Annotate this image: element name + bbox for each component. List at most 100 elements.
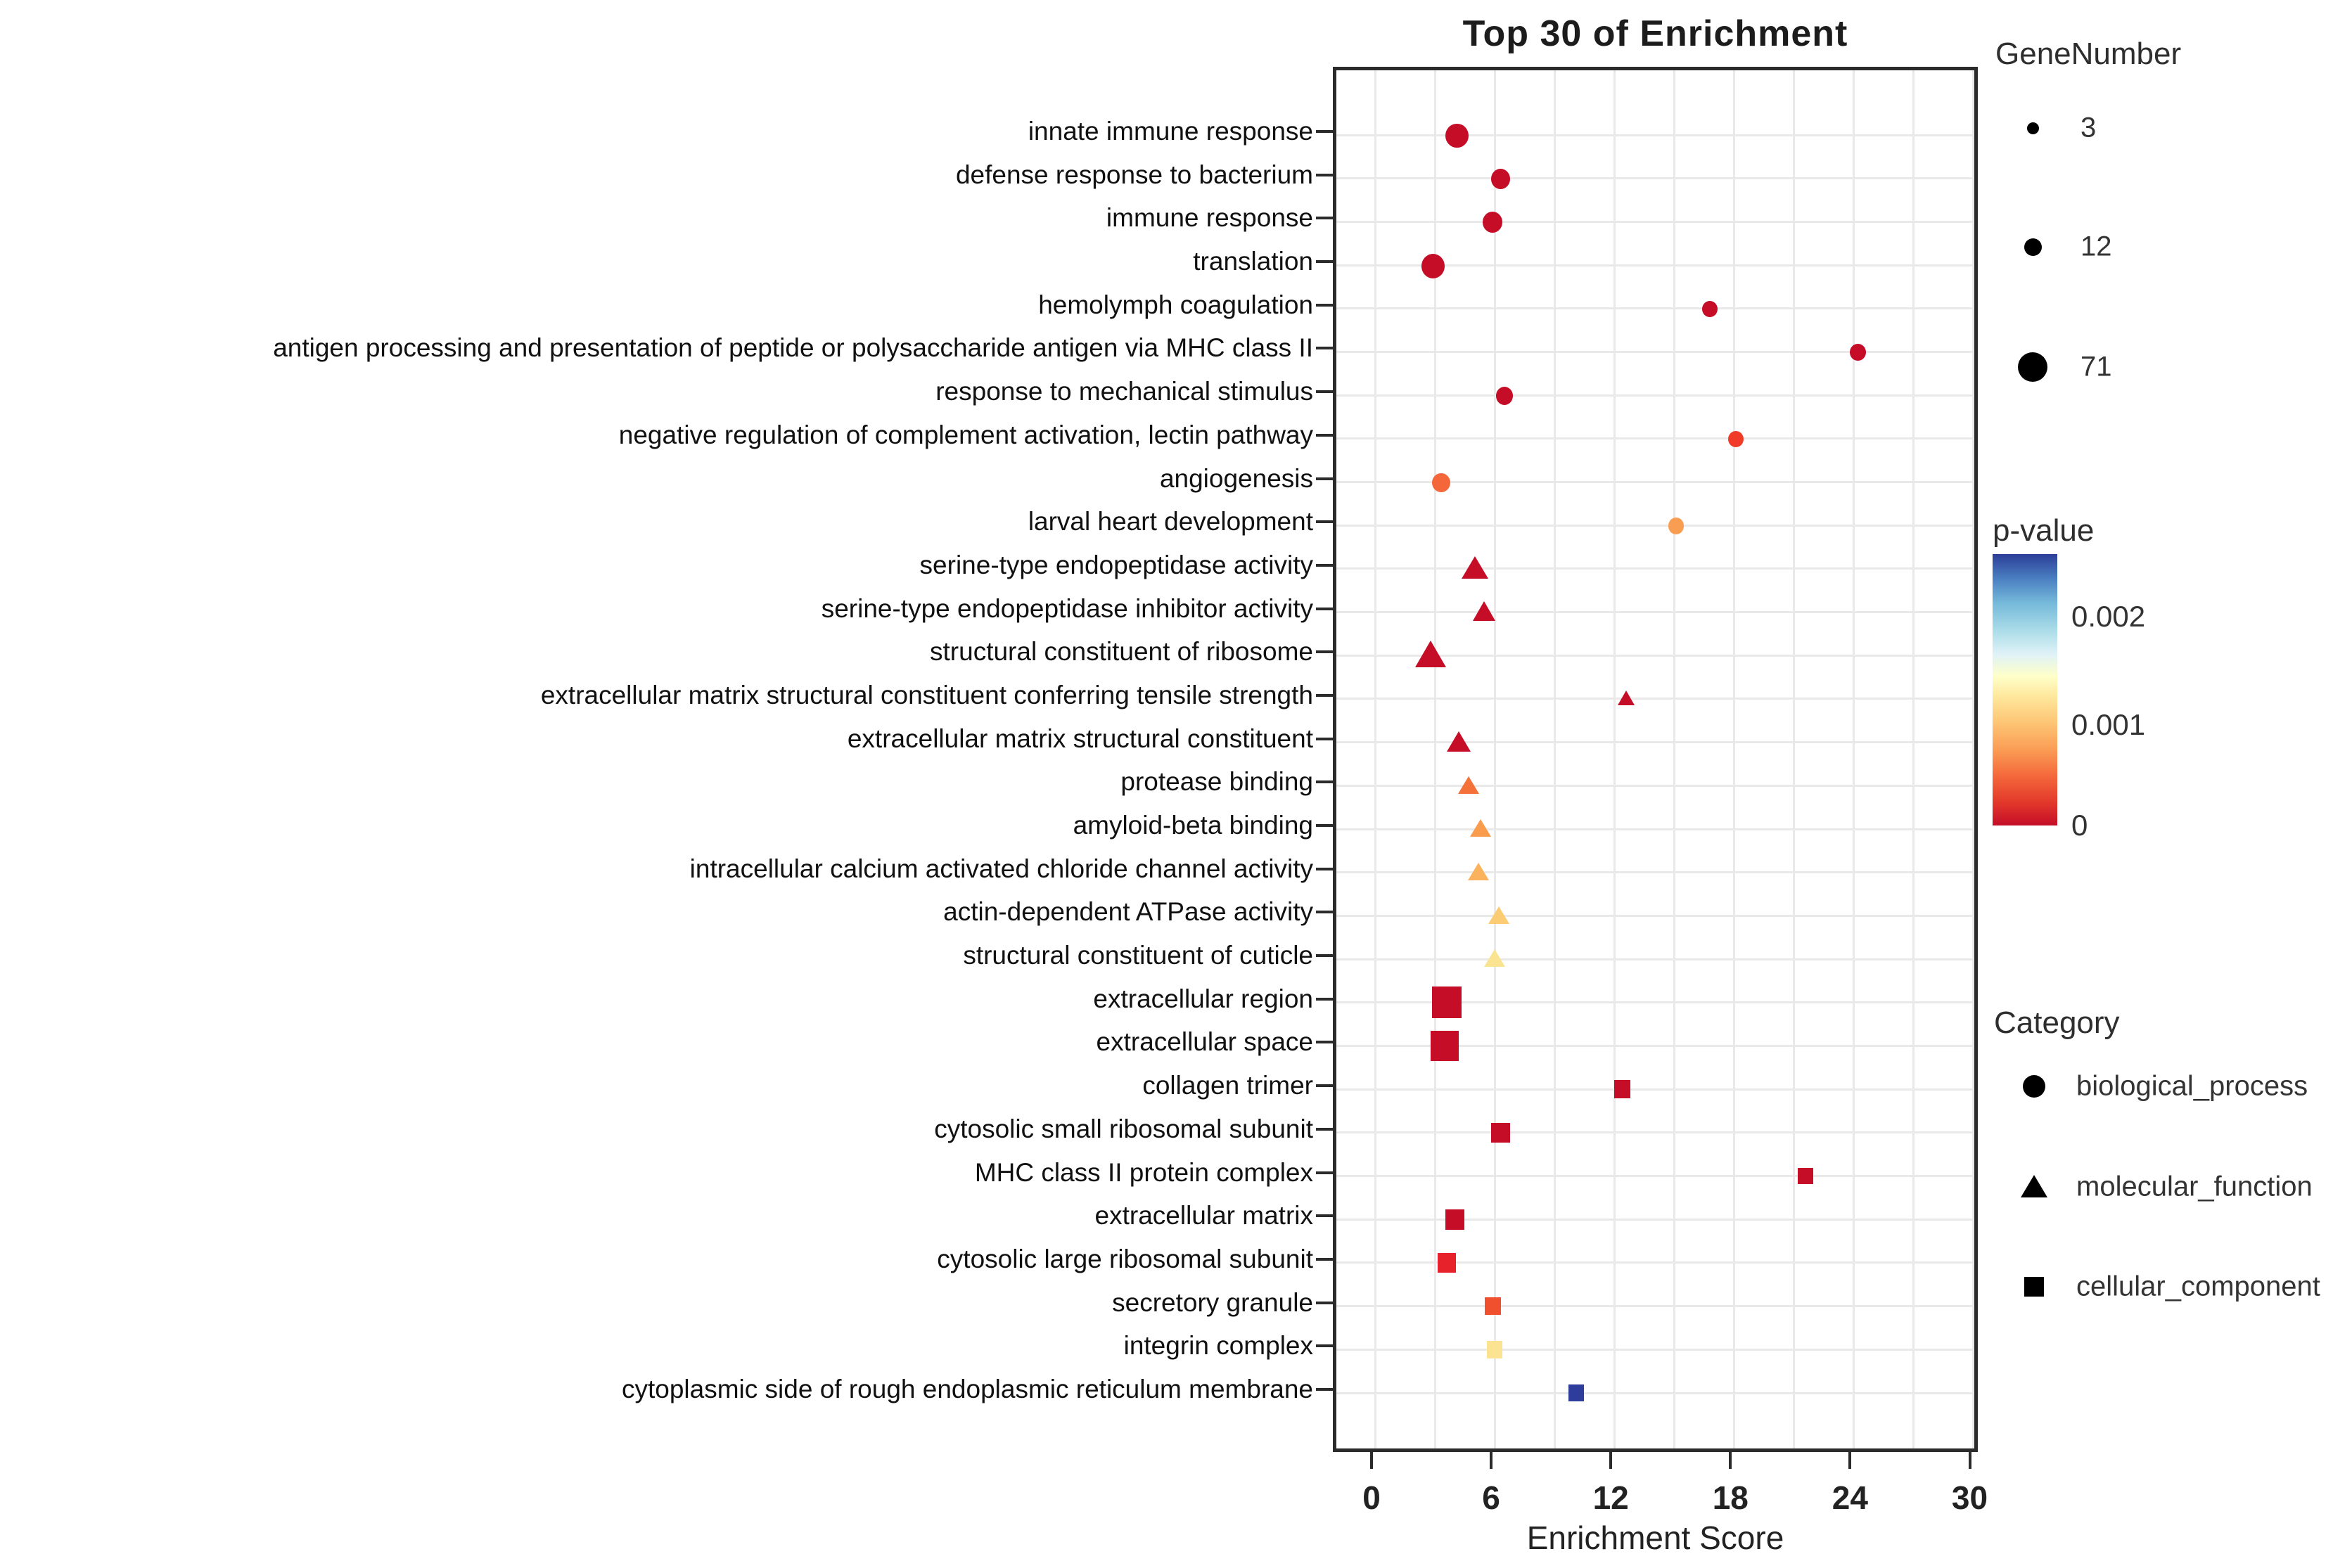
- gene-number-legend-dot: [2018, 352, 2047, 382]
- category-legend-label: molecular_function: [2076, 1171, 2313, 1202]
- y-axis-tick: [1316, 1171, 1333, 1174]
- y-axis-tick: [1316, 737, 1333, 740]
- y-axis-label: extracellular matrix structural constitu…: [847, 724, 1313, 753]
- data-point-square: [1438, 1253, 1456, 1273]
- x-axis-tick: [1490, 1452, 1493, 1469]
- data-point-triangle: [1484, 949, 1506, 968]
- data-point-square: [1445, 1209, 1464, 1230]
- data-point-square: [1486, 1341, 1503, 1358]
- gene-number-legend-dot: [2026, 122, 2039, 134]
- horizontal-gridline: [1336, 481, 1974, 484]
- horizontal-gridline: [1336, 264, 1974, 266]
- y-axis-label: extracellular space: [1096, 1027, 1313, 1057]
- data-point-triangle: [1470, 819, 1492, 837]
- data-point-square: [1491, 1122, 1510, 1143]
- data-point-circle: [1421, 253, 1445, 278]
- vertical-gridline: [1732, 70, 1735, 1448]
- y-axis-label: extracellular region: [1093, 984, 1313, 1013]
- data-point-triangle: [1617, 690, 1635, 706]
- x-axis-tick-label: 30: [1951, 1479, 1988, 1516]
- data-point-circle: [1445, 123, 1469, 148]
- x-axis-tick: [1609, 1452, 1613, 1469]
- vertical-gridline: [1613, 70, 1616, 1448]
- data-point-square: [1432, 987, 1462, 1019]
- y-axis-tick: [1316, 303, 1333, 307]
- y-axis-label: extracellular matrix: [1094, 1201, 1313, 1230]
- horizontal-gridline: [1336, 524, 1974, 527]
- data-point-square: [1484, 1297, 1501, 1315]
- y-axis-label: cytosolic small ribosomal subunit: [934, 1114, 1313, 1143]
- horizontal-gridline: [1336, 828, 1974, 830]
- p-value-tick-label: 0.002: [2071, 599, 2146, 633]
- horizontal-gridline: [1336, 177, 1974, 180]
- y-axis-tick: [1316, 173, 1333, 176]
- y-axis-label: extracellular matrix structural constitu…: [540, 680, 1313, 709]
- y-axis-tick: [1316, 520, 1333, 524]
- y-axis-label: angiogenesis: [1159, 463, 1313, 493]
- y-axis-label: larval heart development: [1028, 507, 1313, 536]
- x-axis-tick-label: 12: [1592, 1479, 1629, 1516]
- data-point-circle: [1702, 300, 1718, 318]
- y-axis-tick: [1316, 607, 1333, 610]
- horizontal-gridline: [1336, 220, 1974, 223]
- x-axis-tick-label: 18: [1712, 1479, 1749, 1516]
- gene-number-legend-title: GeneNumber: [1995, 37, 2182, 71]
- vertical-gridline: [1852, 70, 1855, 1448]
- horizontal-gridline: [1336, 784, 1974, 787]
- y-axis-tick: [1316, 911, 1333, 914]
- y-axis-tick: [1316, 1084, 1333, 1088]
- vertical-gridline: [1792, 70, 1795, 1448]
- y-axis-label: structural constituent of ribosome: [930, 637, 1313, 667]
- category-legend-triangle-icon: [2021, 1175, 2047, 1197]
- y-axis-tick: [1316, 347, 1333, 350]
- y-axis-tick: [1316, 390, 1333, 394]
- y-axis-tick: [1316, 1257, 1333, 1261]
- data-point-square: [1798, 1167, 1814, 1185]
- y-axis-label: actin-dependent ATPase activity: [943, 897, 1313, 927]
- y-axis-tick: [1316, 217, 1333, 220]
- data-point-circle: [1491, 169, 1511, 189]
- data-point-square: [1613, 1080, 1631, 1098]
- data-point-square: [1568, 1384, 1585, 1401]
- chart-title: Top 30 of Enrichment: [1462, 13, 1848, 54]
- vertical-gridline: [1912, 70, 1915, 1448]
- horizontal-gridline: [1336, 307, 1974, 310]
- y-axis-label: translation: [1193, 247, 1313, 276]
- horizontal-gridline: [1336, 871, 1974, 874]
- y-axis-tick: [1316, 477, 1333, 480]
- horizontal-gridline: [1336, 958, 1974, 960]
- horizontal-gridline: [1336, 567, 1974, 570]
- data-point-circle: [1849, 343, 1866, 361]
- horizontal-gridline: [1336, 1131, 1974, 1134]
- horizontal-gridline: [1336, 394, 1974, 397]
- y-axis-label: cytosolic large ribosomal subunit: [937, 1244, 1313, 1273]
- x-axis-title: Enrichment Score: [1526, 1519, 1784, 1556]
- y-axis-tick: [1316, 824, 1333, 828]
- x-axis-tick: [1968, 1452, 1971, 1469]
- y-axis-label: amyloid-beta binding: [1073, 811, 1313, 840]
- data-point-circle: [1668, 518, 1685, 534]
- data-point-circle: [1496, 387, 1514, 405]
- gene-number-legend-label: 12: [2080, 231, 2112, 262]
- vertical-gridline: [1374, 70, 1376, 1448]
- y-axis-tick: [1316, 130, 1333, 133]
- y-axis-tick: [1316, 563, 1333, 567]
- vertical-gridline: [1433, 70, 1436, 1448]
- x-axis-tick-label: 6: [1482, 1479, 1500, 1516]
- y-axis-tick: [1316, 1388, 1333, 1391]
- x-axis-tick-label: 24: [1832, 1479, 1868, 1516]
- horizontal-gridline: [1336, 654, 1974, 657]
- data-point-triangle: [1473, 601, 1496, 622]
- y-axis-label: collagen trimer: [1142, 1071, 1313, 1100]
- p-value-tick-label: 0: [2071, 809, 2088, 842]
- horizontal-gridline: [1336, 1261, 1974, 1264]
- y-axis-tick: [1316, 1214, 1333, 1218]
- horizontal-gridline: [1336, 1044, 1974, 1047]
- horizontal-gridline: [1336, 1218, 1974, 1221]
- vertical-gridline: [1673, 70, 1675, 1448]
- data-point-triangle: [1488, 906, 1509, 924]
- y-axis-label: integrin complex: [1123, 1331, 1313, 1361]
- y-axis-tick: [1316, 650, 1333, 654]
- y-axis-label: antigen processing and presentation of p…: [273, 333, 1313, 363]
